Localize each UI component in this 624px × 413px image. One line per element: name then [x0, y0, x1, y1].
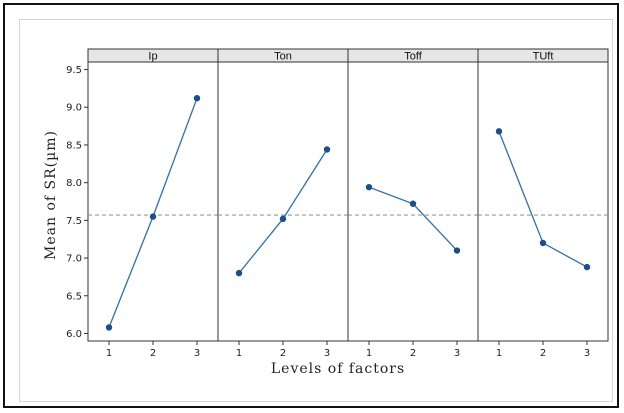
- data-point: [323, 146, 331, 153]
- data-point: [583, 263, 591, 271]
- y-tick-label: 9.5: [66, 65, 82, 76]
- series-line-tuft: [498, 131, 588, 268]
- panel-title: Ip: [148, 51, 157, 63]
- x-tick-label: 1: [496, 348, 502, 359]
- data-point: [453, 247, 461, 254]
- y-tick-label: 6.0: [66, 329, 82, 340]
- figure-inner-border: [19, 19, 613, 402]
- panel-plot-area: [477, 61, 609, 342]
- x-tick-label: 3: [454, 348, 460, 359]
- data-point: [235, 269, 243, 277]
- x-tick-label: 1: [366, 348, 372, 359]
- x-tick-label: 3: [584, 348, 590, 359]
- x-tick-label: 1: [106, 348, 112, 359]
- y-tick-label: 7.0: [66, 254, 82, 265]
- data-point: [105, 324, 113, 331]
- data-point: [409, 200, 417, 207]
- panel-plot-area: [217, 61, 349, 342]
- x-tick-label: 2: [410, 348, 416, 359]
- series-line-ip: [108, 97, 198, 328]
- x-tick-label: 2: [150, 348, 156, 359]
- data-point: [279, 215, 287, 223]
- y-axis-title: Mean of SR(µm): [43, 130, 59, 260]
- y-tick-label: 7.5: [66, 216, 82, 227]
- data-point: [193, 94, 201, 102]
- panel-title: TUft: [533, 51, 554, 63]
- x-tick-label: 3: [324, 348, 330, 359]
- data-point: [495, 128, 503, 135]
- data-point: [539, 239, 547, 247]
- panel-plot-area: [87, 61, 219, 342]
- data-point: [365, 183, 373, 191]
- series-line-toff: [368, 186, 458, 251]
- x-tick-label: 1: [236, 348, 242, 359]
- data-point: [149, 213, 157, 220]
- x-axis-title: Levels of factors: [271, 361, 405, 377]
- y-tick-label: 8.5: [66, 140, 82, 151]
- x-tick-label: 2: [280, 348, 286, 359]
- x-tick-label: 3: [194, 348, 200, 359]
- y-tick-label: 8.0: [66, 178, 82, 189]
- x-tick-label: 2: [540, 348, 546, 359]
- y-tick-label: 9.0: [66, 103, 82, 114]
- series-line-ton: [238, 149, 328, 274]
- y-tick-label: 6.5: [66, 291, 82, 302]
- panel-title: Toff: [404, 51, 422, 63]
- panel-title: Ton: [274, 51, 292, 63]
